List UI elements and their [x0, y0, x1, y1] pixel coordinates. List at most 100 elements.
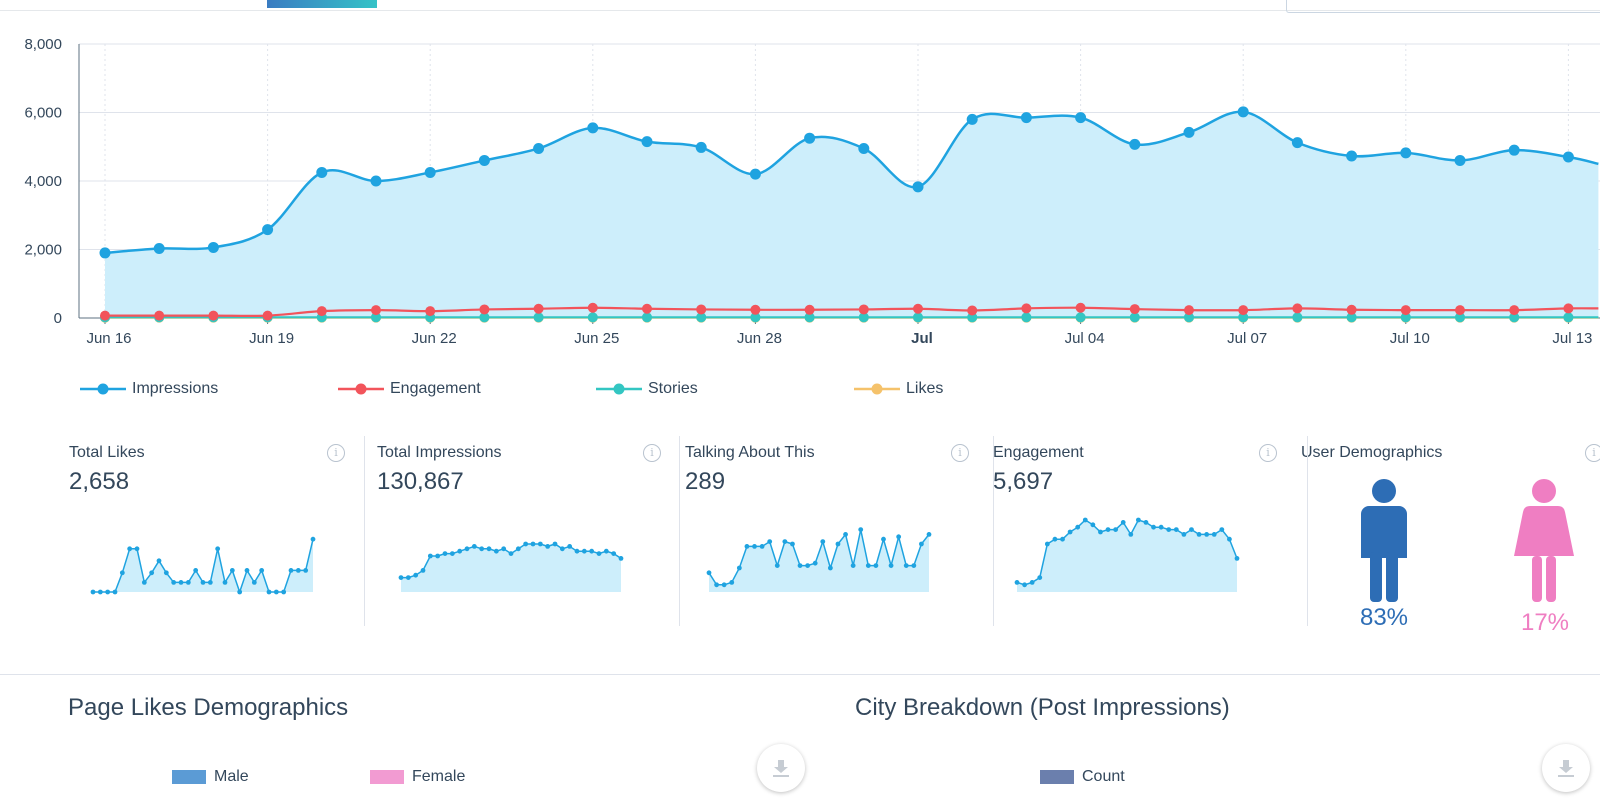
- info-icon[interactable]: i: [327, 444, 345, 462]
- info-icon[interactable]: i: [951, 444, 969, 462]
- sparkline-point: [288, 568, 294, 573]
- sparkline-point: [200, 580, 206, 585]
- sparkline-point: [1037, 575, 1043, 580]
- sparkline-point: [774, 563, 780, 568]
- sparkline-point: [805, 563, 811, 568]
- sparkline-point: [471, 544, 477, 549]
- kpi-divider: [1307, 436, 1308, 626]
- sparkline-point: [752, 544, 757, 549]
- stories-point: [371, 312, 381, 323]
- impressions-point: [1400, 147, 1412, 159]
- sparkline-point: [835, 541, 841, 547]
- legend-label: Likes: [906, 380, 944, 397]
- sparkline-point: [721, 582, 727, 588]
- sparkline-point: [1082, 517, 1088, 523]
- male-swatch: [172, 770, 206, 784]
- x-tick-label: Jun 16: [86, 330, 131, 347]
- sparkline-point: [1022, 582, 1027, 588]
- sparkline-point: [603, 548, 609, 554]
- impressions-point: [207, 241, 219, 253]
- stories-point: [696, 312, 707, 323]
- kpi-title: Total Impressions: [377, 444, 502, 461]
- sparkline-point: [1029, 580, 1035, 585]
- sparkline-point: [881, 536, 886, 542]
- legend-engagement[interactable]: Engagement: [338, 380, 481, 398]
- sparkline-point: [552, 541, 558, 547]
- kpi-value: 5,697: [993, 468, 1054, 495]
- sparkline-point: [1090, 522, 1096, 528]
- engagement-point: [1346, 304, 1357, 315]
- sparkline-point: [865, 563, 871, 568]
- sparkline-point: [714, 582, 719, 588]
- kpi-user-demographics: User Demographics i: [1289, 436, 1600, 626]
- info-icon[interactable]: i: [1259, 444, 1277, 462]
- talking-about-this-sparkline: [706, 527, 932, 592]
- page-likes-legend-female[interactable]: Female: [370, 768, 465, 786]
- stories-point: [1563, 312, 1574, 323]
- impressions-point: [424, 166, 436, 178]
- sparkline-point: [827, 565, 833, 571]
- info-icon[interactable]: i: [643, 444, 661, 462]
- engagement-point: [750, 304, 761, 315]
- engagement-point: [1563, 303, 1574, 314]
- engagement-point: [913, 303, 923, 314]
- impressions-point: [858, 142, 870, 154]
- sparkline-point: [97, 589, 103, 595]
- download-icon: [773, 760, 789, 777]
- page-likes-demographics-title: Page Likes Demographics: [68, 694, 349, 721]
- sparkline-point: [782, 539, 788, 544]
- sparkline-point: [119, 570, 125, 576]
- engagement-point: [262, 310, 273, 321]
- sparkline-point: [185, 580, 191, 585]
- sparkline-point: [420, 568, 426, 573]
- active-tab-indicator[interactable]: [267, 0, 377, 8]
- stories-point: [1021, 312, 1032, 323]
- impressions-point: [1508, 144, 1520, 156]
- sparkline-point: [537, 541, 543, 547]
- kpi-total-impressions: Total Impressions i 130,867: [365, 436, 665, 626]
- legend-label: Male: [214, 768, 249, 785]
- sparkline-point: [896, 534, 902, 540]
- page-likes-legend-male[interactable]: Male: [172, 768, 249, 786]
- stories-point: [750, 312, 761, 323]
- kpi-value: 2,658: [69, 468, 130, 495]
- impressions-point: [1454, 154, 1466, 166]
- y-tick-label: 4,000: [24, 173, 62, 190]
- city-breakdown-title: City Breakdown (Post Impressions): [855, 694, 1230, 721]
- y-tick-label: 6,000: [24, 105, 62, 122]
- y-tick-label: 2,000: [24, 242, 62, 259]
- impressions-point: [370, 175, 382, 187]
- info-icon[interactable]: i: [1585, 444, 1600, 462]
- search-box-edge[interactable]: [1286, 0, 1600, 13]
- sparkline-point: [449, 551, 455, 556]
- kpi-title: User Demographics: [1301, 444, 1443, 461]
- sparkline-point: [90, 589, 96, 595]
- sparkline-point: [1113, 527, 1119, 532]
- sparkline-point: [1044, 541, 1050, 547]
- stories-point: [804, 312, 815, 323]
- sparkline-point: [759, 544, 765, 549]
- legend-label: Impressions: [132, 380, 219, 397]
- city-breakdown-download-button[interactable]: [1542, 744, 1590, 792]
- x-tick-label: Jul 07: [1227, 330, 1267, 347]
- download-icon: [1558, 760, 1574, 777]
- stories-point: [479, 312, 490, 323]
- impressions-point: [533, 142, 545, 154]
- female-figure-icon: [1514, 479, 1574, 602]
- x-tick-label: Jul 04: [1065, 330, 1105, 347]
- sparkline-area: [709, 529, 929, 592]
- sparkline-point: [1120, 520, 1126, 525]
- page-likes-download-button[interactable]: [757, 744, 805, 792]
- sparkline-point: [729, 580, 735, 585]
- stories-point: [1238, 312, 1249, 323]
- likes-legend-marker-icon: [854, 383, 900, 395]
- legend-stories[interactable]: Stories: [596, 380, 698, 398]
- legend-likes[interactable]: Likes: [854, 380, 943, 398]
- city-breakdown-legend-count[interactable]: Count: [1040, 768, 1125, 786]
- legend-impressions[interactable]: Impressions: [80, 380, 218, 398]
- impressions-point: [749, 168, 761, 180]
- sparkline-point: [530, 541, 536, 547]
- stories-point: [587, 312, 598, 323]
- engagement-point: [1238, 305, 1249, 316]
- total-likes-sparkline: [90, 536, 316, 595]
